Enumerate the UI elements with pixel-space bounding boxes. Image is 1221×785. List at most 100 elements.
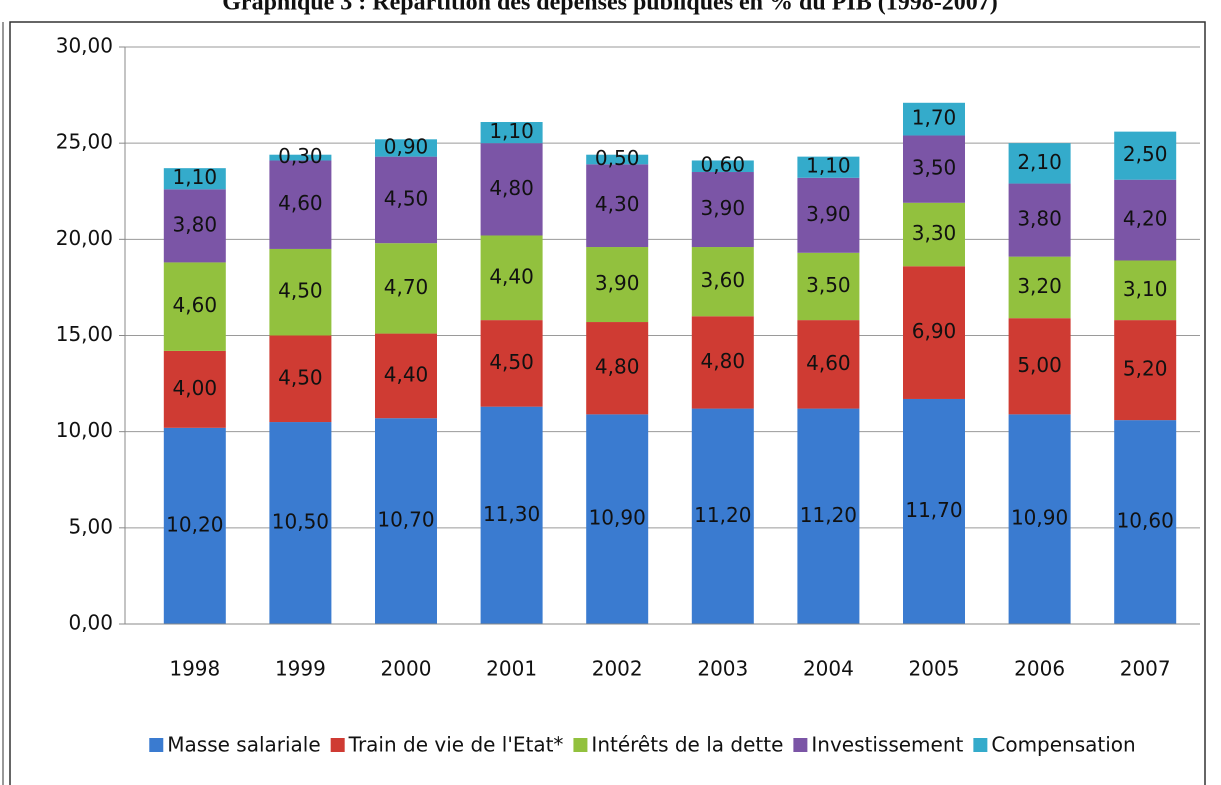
bar-segment bbox=[586, 414, 649, 624]
data-label: 4,80 bbox=[489, 176, 534, 200]
data-label: 11,20 bbox=[694, 503, 751, 527]
data-label: 0,50 bbox=[595, 146, 640, 170]
bar-segment bbox=[375, 139, 437, 157]
bar-segment bbox=[1008, 143, 1071, 184]
data-label: 3,20 bbox=[1017, 274, 1062, 298]
data-label: 4,50 bbox=[384, 186, 429, 210]
data-label: 10,70 bbox=[377, 508, 434, 532]
legend-label: Intérêts de la dette bbox=[591, 733, 783, 757]
data-label: 4,70 bbox=[384, 275, 429, 299]
bar-segment bbox=[903, 102, 965, 136]
bar-segment bbox=[1114, 420, 1177, 624]
y-tick-label: 0,00 bbox=[68, 611, 113, 635]
data-label: 3,80 bbox=[173, 212, 218, 236]
x-tick-label: 2001 bbox=[486, 657, 537, 681]
data-label: 4,30 bbox=[595, 192, 640, 216]
bar-segment bbox=[691, 160, 754, 173]
bar-segment bbox=[1114, 131, 1177, 180]
bar-segment bbox=[1114, 320, 1177, 421]
legend-swatch bbox=[149, 738, 164, 752]
data-label: 4,60 bbox=[173, 293, 218, 317]
bar-segment bbox=[163, 168, 226, 190]
x-tick-label: 2002 bbox=[592, 657, 643, 681]
bar-segment bbox=[1008, 183, 1071, 257]
data-label: 5,00 bbox=[1017, 353, 1062, 377]
data-label: 4,20 bbox=[1123, 207, 1168, 231]
data-label: 4,60 bbox=[278, 191, 323, 215]
bar-segment bbox=[1114, 179, 1177, 261]
legend-label: Train de vie de l'Etat* bbox=[348, 733, 564, 757]
data-label: 0,60 bbox=[701, 153, 746, 177]
bar-segment bbox=[269, 248, 332, 336]
y-tick-label: 25,00 bbox=[56, 130, 113, 154]
bar-segment bbox=[480, 143, 543, 236]
bar-segment bbox=[1008, 414, 1071, 624]
bar-segment bbox=[375, 418, 437, 624]
bar-segment bbox=[480, 320, 543, 407]
bar-segment bbox=[480, 122, 543, 144]
data-label: 3,30 bbox=[912, 221, 957, 245]
bar-segment bbox=[375, 333, 437, 419]
x-tick-label: 1998 bbox=[169, 657, 220, 681]
bar-segment bbox=[691, 247, 754, 317]
data-label: 2,50 bbox=[1123, 142, 1168, 166]
bar-segment bbox=[691, 172, 754, 248]
data-label: 4,80 bbox=[595, 355, 640, 379]
bar-segment bbox=[797, 320, 860, 409]
bar-segment bbox=[691, 316, 754, 409]
data-label: 0,90 bbox=[384, 134, 429, 158]
bar-segment bbox=[586, 322, 649, 415]
data-label: 4,60 bbox=[806, 351, 851, 375]
data-label: 1,70 bbox=[912, 106, 957, 130]
data-label: 11,70 bbox=[905, 498, 962, 522]
legend-swatch bbox=[573, 738, 588, 752]
legend-swatch bbox=[973, 738, 988, 752]
bar-segment bbox=[797, 177, 860, 253]
bar-segment bbox=[163, 262, 226, 351]
legend: Masse salariale Train de vie de l'Etat* In… bbox=[149, 733, 1136, 757]
data-label: 2,10 bbox=[1017, 150, 1062, 174]
data-label: 6,90 bbox=[912, 319, 957, 343]
data-label: 1,10 bbox=[489, 119, 534, 143]
y-tick-label: 20,00 bbox=[56, 226, 113, 250]
data-label: 4,50 bbox=[278, 365, 323, 389]
x-tick-label: 2005 bbox=[909, 657, 960, 681]
bar-segment bbox=[797, 156, 860, 178]
data-label: 4,50 bbox=[278, 279, 323, 303]
data-label: 3,60 bbox=[701, 268, 746, 292]
data-label: 3,90 bbox=[701, 196, 746, 220]
data-label: 10,20 bbox=[166, 512, 223, 536]
x-tick-label: 1999 bbox=[275, 657, 326, 681]
bar-segment bbox=[163, 350, 226, 428]
legend-label: Masse salariale bbox=[167, 733, 320, 757]
legend-swatch bbox=[330, 738, 345, 752]
data-label: 4,50 bbox=[489, 350, 534, 374]
bar-segment bbox=[903, 202, 965, 267]
data-label: 10,50 bbox=[272, 510, 329, 534]
y-tick-label: 5,00 bbox=[68, 514, 113, 538]
x-tick-label: 2004 bbox=[803, 657, 854, 681]
chart-title: Graphique 3 : Répartition des dépenses p… bbox=[222, 0, 997, 16]
data-label: 1,10 bbox=[173, 165, 218, 189]
bar-segment bbox=[797, 252, 860, 321]
bar-segment bbox=[586, 164, 649, 248]
data-label: 10,90 bbox=[589, 506, 646, 530]
data-label: 5,20 bbox=[1123, 357, 1168, 381]
data-label: 11,20 bbox=[800, 503, 857, 527]
y-tick-label: 15,00 bbox=[56, 322, 113, 346]
bar-segment bbox=[586, 154, 649, 165]
y-tick-label: 10,00 bbox=[56, 418, 113, 442]
legend-label: Investissement bbox=[811, 733, 963, 757]
y-tick-label: 30,00 bbox=[56, 34, 113, 58]
x-tick-label: 2006 bbox=[1014, 657, 1065, 681]
bar-segment bbox=[797, 408, 860, 624]
data-label: 4,40 bbox=[489, 264, 534, 288]
bar-segment bbox=[1008, 318, 1071, 415]
bar-segment bbox=[269, 335, 332, 423]
data-label: 3,10 bbox=[1123, 277, 1168, 301]
data-label: 10,60 bbox=[1117, 509, 1174, 533]
bar-segment bbox=[375, 243, 437, 334]
data-label: 4,40 bbox=[384, 362, 429, 386]
bar-segment bbox=[269, 154, 332, 161]
